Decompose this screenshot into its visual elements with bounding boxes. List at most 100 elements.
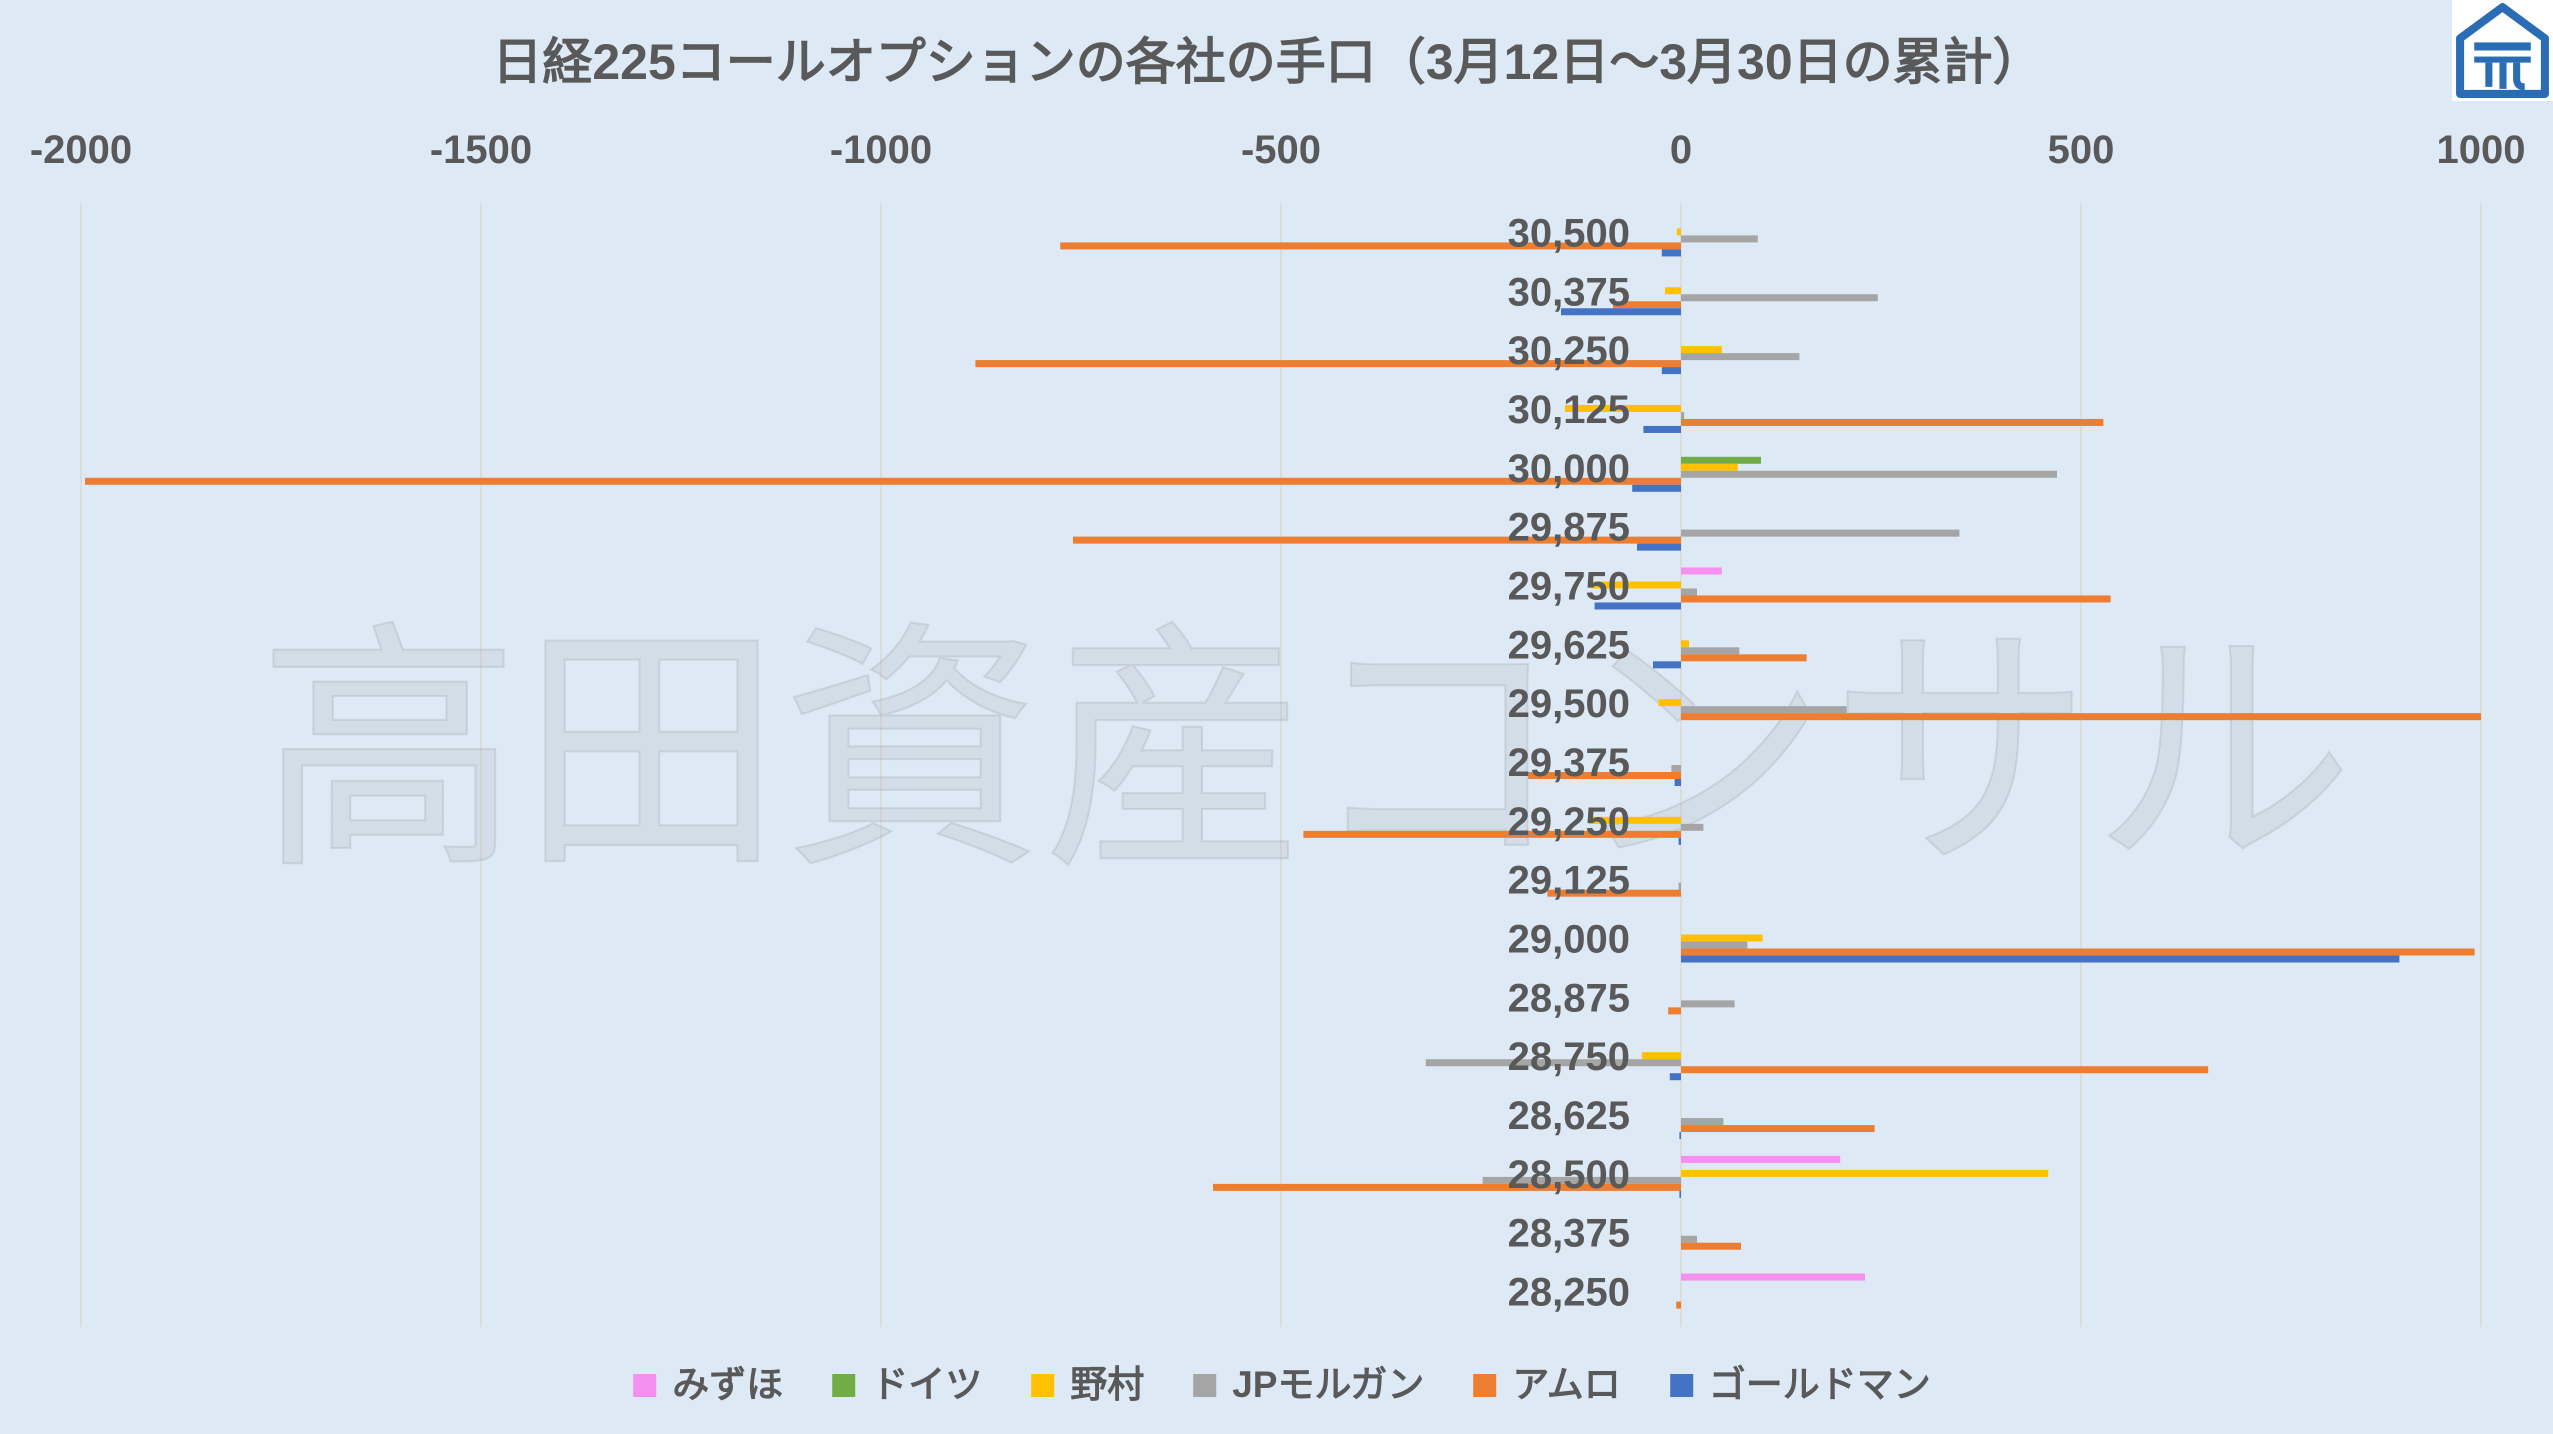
bar [1641,1052,1681,1060]
bar [1681,529,1960,537]
bar [1681,1155,1841,1163]
bar [1589,816,1681,824]
bar [1669,1073,1681,1081]
bar [1653,661,1681,669]
bar [1661,249,1681,257]
category-label: 29,250 [1508,800,1630,844]
x-tick-label: -1000 [830,128,932,172]
bar [1637,543,1681,551]
bars [85,228,2481,1309]
category-label: 29,500 [1508,682,1630,726]
category-bar-group [975,346,1800,375]
category-label: 29,625 [1508,623,1630,667]
bar [1679,1132,1681,1140]
category-label: 30,250 [1508,329,1630,373]
category-bar-group [1591,567,2111,610]
company-logo-icon [2452,0,2553,101]
category-label: 30,000 [1508,447,1630,491]
gridlines [80,203,2482,1327]
bar [1482,1176,1681,1184]
category-label: 30,375 [1508,270,1630,314]
category-bar-group [1060,228,1758,257]
category-label: 28,500 [1508,1153,1630,1197]
category-bar-group [1668,1000,1735,1015]
category-label: 28,625 [1508,1094,1630,1138]
bar [1681,1000,1735,1008]
category-bar-group [85,456,2057,492]
bar [1681,934,1763,942]
legend-item: みずほ [633,1362,783,1408]
category-bar-group [1528,765,1681,786]
bar [1594,602,1681,610]
value-axis: -2000 -1500 -1000 -500 0 500 1000 [30,128,2526,172]
legend-item: ゴールドマン [1669,1362,1931,1408]
bar [1668,1007,1681,1015]
legend-label: みずほ [672,1364,784,1405]
bar [1681,654,1807,662]
legend-swatch [1193,1373,1217,1397]
bar [1681,941,1748,949]
category-label: 29,125 [1508,859,1630,903]
bar [1676,1301,1681,1309]
category-label: 29,375 [1508,741,1630,785]
bar [1681,346,1722,354]
category-bar-group [1679,1118,1875,1140]
bar [1060,242,1681,250]
category-label: 28,875 [1508,976,1630,1020]
bar [1665,287,1681,295]
category-axis: 30,500 30,375 30,250 30,125 30,000 29,875 29,7… [1508,211,1630,1314]
bar [1661,367,1681,375]
x-tick-label: 500 [2048,128,2115,172]
x-tick-label: 0 [1670,128,1692,172]
legend-swatch [1473,1373,1497,1397]
bar [1658,699,1681,707]
category-label: 29,000 [1508,918,1630,962]
bar [1671,765,1681,772]
category-bar-group [1213,1155,2049,1198]
bar [1561,308,1681,316]
bar [1681,948,2475,956]
category-label: 30,500 [1508,211,1630,255]
bar [1213,1183,1681,1191]
bar [1677,228,1681,236]
bar [1643,425,1681,433]
chart-title: 日経225コールオプションの各社の手口（3月12日～3月30日の累計） [492,34,2043,90]
legend-label: アムロ [1512,1364,1621,1405]
category-bar-group [1653,640,1807,669]
legend-label: 野村 [1070,1364,1145,1405]
bar [1681,1169,2049,1177]
legend-swatch [633,1373,657,1397]
watermark-text: 高田資産コンサル [258,600,2354,905]
legend-label: ドイツ [871,1364,983,1405]
bar [1613,301,1681,309]
bar [1681,1118,1724,1126]
bar [1678,882,1681,890]
category-bar-group [1547,882,1681,897]
legend-swatch [1669,1373,1693,1397]
bar [1073,536,1681,544]
bar [1679,1190,1681,1198]
category-bar-group [1681,1235,1741,1250]
category-bar-group [1425,1052,2209,1081]
x-tick-label: -500 [1241,128,1321,172]
bar [1678,837,1681,845]
category-label: 30,125 [1508,388,1630,432]
bar [1681,353,1800,361]
bar [1681,294,1878,302]
bar [1591,581,1681,589]
legend-item: JPモルガン [1193,1362,1424,1408]
legend-item: 野村 [1031,1362,1144,1408]
x-tick-label: -2000 [30,128,132,172]
bar [85,477,1681,485]
legend-swatch [1031,1373,1055,1397]
category-label: 28,750 [1508,1035,1630,1079]
bar [1565,404,1681,412]
category-label: 29,750 [1508,564,1630,608]
bar [1681,647,1740,655]
category-bar-group [1676,1273,1865,1309]
house-logo-icon [2456,3,2549,98]
bar [1681,713,2481,721]
category-label: 28,375 [1508,1212,1630,1256]
bar [1547,889,1681,897]
bar [1303,830,1681,838]
